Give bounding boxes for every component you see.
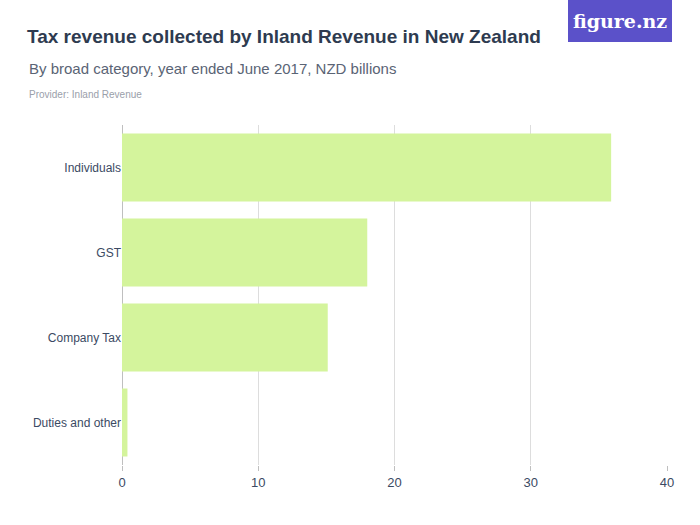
- svg-text:By broad category, year ended: By broad category, year ended June 2017,…: [29, 60, 396, 77]
- svg-text:Company Tax: Company Tax: [48, 331, 121, 345]
- svg-text:40: 40: [660, 475, 674, 490]
- svg-text:20: 20: [387, 475, 401, 490]
- html-text:figure.nz: figure.nz: [572, 10, 668, 32]
- svg-text:Duties and other: Duties and other: [33, 416, 121, 430]
- svg-text:30: 30: [524, 475, 538, 490]
- svg-text:GST: GST: [96, 246, 121, 260]
- svg-text:Tax revenue collected by Inlan: Tax revenue collected by Inland Revenue …: [27, 26, 541, 47]
- svg-text:Individuals: Individuals: [64, 161, 121, 175]
- svg-text:Provider: Inland Revenue: Provider: Inland Revenue: [29, 89, 142, 100]
- svg-text:10: 10: [251, 475, 265, 490]
- svg-text:0: 0: [118, 475, 125, 490]
